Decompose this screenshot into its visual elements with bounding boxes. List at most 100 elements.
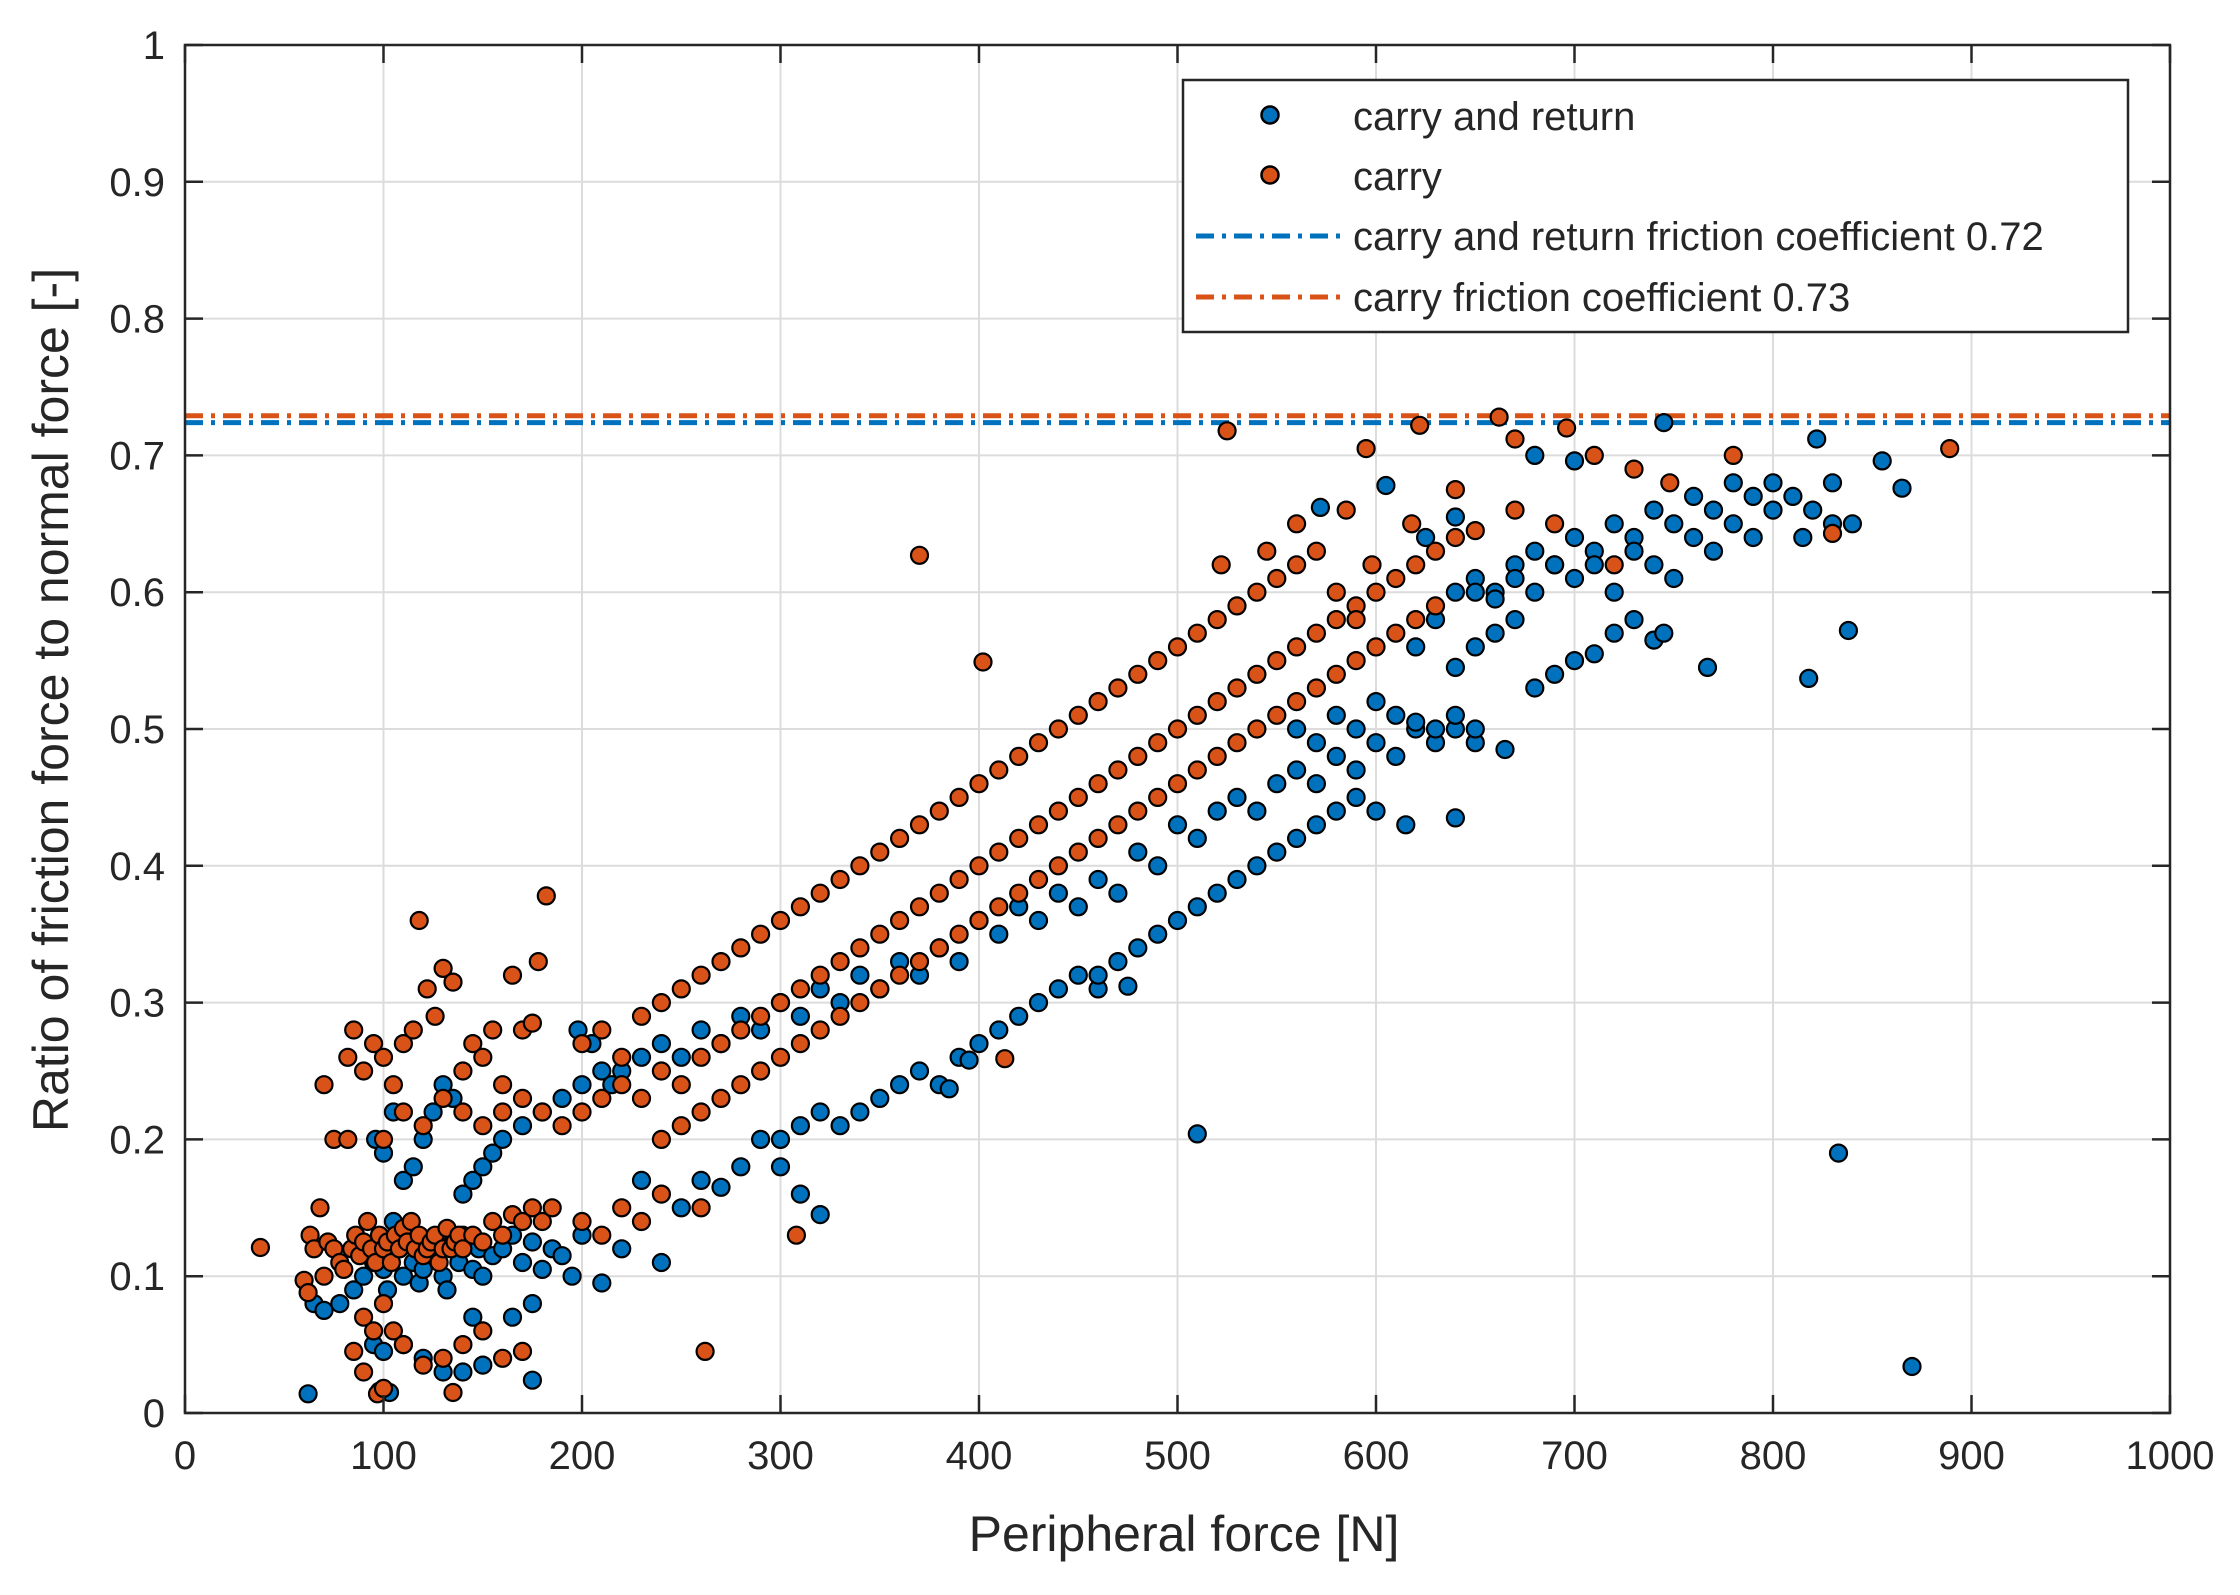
point-series1-246 — [453, 1334, 473, 1355]
point-series1-159 — [1148, 650, 1168, 671]
axes — [183, 43, 2172, 1415]
point-series0-106 — [1326, 705, 1346, 725]
point-series0-215 — [969, 1033, 989, 1054]
point-series1-188 — [1009, 883, 1029, 903]
point-series0-189 — [453, 1362, 473, 1382]
point-series1-133 — [631, 1006, 652, 1026]
point-series0-206 — [790, 1116, 811, 1136]
point-series1-171 — [671, 1116, 691, 1136]
point-series0-235 — [1366, 801, 1386, 821]
point-series1-253 — [512, 1341, 533, 1362]
point-series0-210 — [870, 1088, 890, 1109]
point-series1-2 — [298, 1282, 318, 1303]
point-series0-148 — [1485, 589, 1505, 609]
point-series1-257 — [631, 1211, 652, 1232]
tick-labels: 0 100 200 300 400 500 600 700 800 900 1000 0 0.1 0.2 0… — [109, 24, 2214, 1478]
point-series0-30 — [512, 1252, 533, 1273]
y-tick-label-8: 0.8 — [109, 298, 165, 342]
point-series1-247 — [473, 1321, 493, 1341]
point-series1-69 — [493, 1075, 513, 1095]
x-tick-label-9: 900 — [1938, 1434, 2005, 1478]
point-series0-41 — [403, 1157, 423, 1177]
point-series0-177 — [1445, 507, 1466, 527]
point-series0-190 — [473, 1355, 493, 1375]
point-series0-146 — [1763, 500, 1783, 520]
point-series0-40 — [393, 1170, 413, 1191]
point-series0-217 — [1009, 1006, 1029, 1026]
point-series1-125 — [1366, 582, 1386, 602]
point-series1-90 — [671, 1075, 691, 1095]
point-series1-244 — [433, 1348, 453, 1368]
point-series1-142 — [810, 883, 830, 903]
point-series0-152 — [1445, 657, 1466, 678]
point-series0-20 — [437, 1280, 457, 1300]
x-tick-label-2: 200 — [549, 1434, 616, 1478]
point-series1-101 — [889, 910, 910, 931]
point-series1-94 — [750, 1006, 771, 1026]
point-series1-203 — [1306, 678, 1327, 698]
point-series1-84 — [552, 1116, 572, 1136]
point-series1-256 — [612, 1198, 632, 1218]
point-series1-44 — [493, 1225, 513, 1245]
point-series1-201 — [1267, 705, 1287, 725]
point-series1-254 — [572, 1211, 592, 1232]
point-series0-109 — [1386, 705, 1406, 725]
point-series0-181 — [1828, 1143, 1849, 1163]
point-series1-127 — [1406, 555, 1426, 575]
point-series0-150 — [1525, 582, 1545, 602]
point-series1-95 — [770, 992, 791, 1013]
point-series1-172 — [691, 1102, 711, 1122]
point-series0-164 — [1697, 657, 1718, 678]
point-series1-227 — [1544, 514, 1565, 534]
point-series1-234 — [1336, 500, 1356, 520]
point-series1-162 — [1207, 609, 1227, 630]
point-series0-93 — [1286, 760, 1307, 780]
point-series1-200 — [1247, 719, 1267, 739]
point-series1-213 — [695, 1341, 715, 1362]
point-series0-97 — [1366, 733, 1386, 753]
point-series1-175 — [750, 1061, 771, 1081]
point-series1-115 — [1167, 719, 1188, 739]
point-series1-202 — [1286, 691, 1307, 712]
point-series0-31 — [522, 1232, 543, 1252]
point-series0-207 — [810, 1102, 830, 1122]
y-tick-label-6: 0.6 — [109, 571, 165, 615]
point-series0-116 — [1445, 582, 1466, 602]
point-series0-224 — [1148, 924, 1168, 944]
x-tick-label-4: 400 — [946, 1434, 1013, 1478]
point-series0-139 — [1624, 541, 1644, 561]
point-series1-152 — [1009, 746, 1029, 767]
point-series1-102 — [909, 897, 930, 917]
point-series1-181 — [870, 979, 890, 999]
point-series1-134 — [651, 992, 672, 1013]
point-series1-206 — [1366, 637, 1386, 657]
point-series1-87 — [612, 1075, 632, 1095]
point-series0-169 — [1892, 478, 1912, 498]
point-series1-85 — [572, 1102, 592, 1122]
point-series1-65 — [453, 1061, 473, 1081]
point-series1-190 — [1048, 856, 1069, 876]
point-series1-220 — [1624, 459, 1644, 479]
point-series0-219 — [1048, 979, 1069, 999]
point-series0-243 — [522, 1293, 543, 1314]
point-series0-140 — [1644, 555, 1664, 575]
point-series1-113 — [1128, 746, 1148, 767]
point-series1-233 — [1362, 555, 1382, 575]
point-series1-195 — [1148, 787, 1168, 808]
point-series1-64 — [443, 972, 463, 992]
point-series0-225 — [1167, 910, 1188, 931]
point-series1-197 — [1187, 760, 1207, 780]
point-series1-214 — [786, 1225, 807, 1245]
point-series0-138 — [1604, 582, 1624, 602]
point-series1-196 — [1167, 774, 1188, 794]
point-series1-48 — [532, 1211, 552, 1232]
point-series1-143 — [830, 869, 850, 890]
point-series0-149 — [1505, 568, 1525, 589]
point-series1-116 — [1187, 705, 1207, 725]
point-series1-111 — [1088, 774, 1108, 794]
point-series1-98 — [830, 951, 850, 972]
point-series1-176 — [770, 1047, 791, 1067]
point-series1-74 — [536, 886, 556, 906]
y-tick-label-5: 0.5 — [109, 708, 165, 752]
point-series0-234 — [1346, 787, 1366, 808]
